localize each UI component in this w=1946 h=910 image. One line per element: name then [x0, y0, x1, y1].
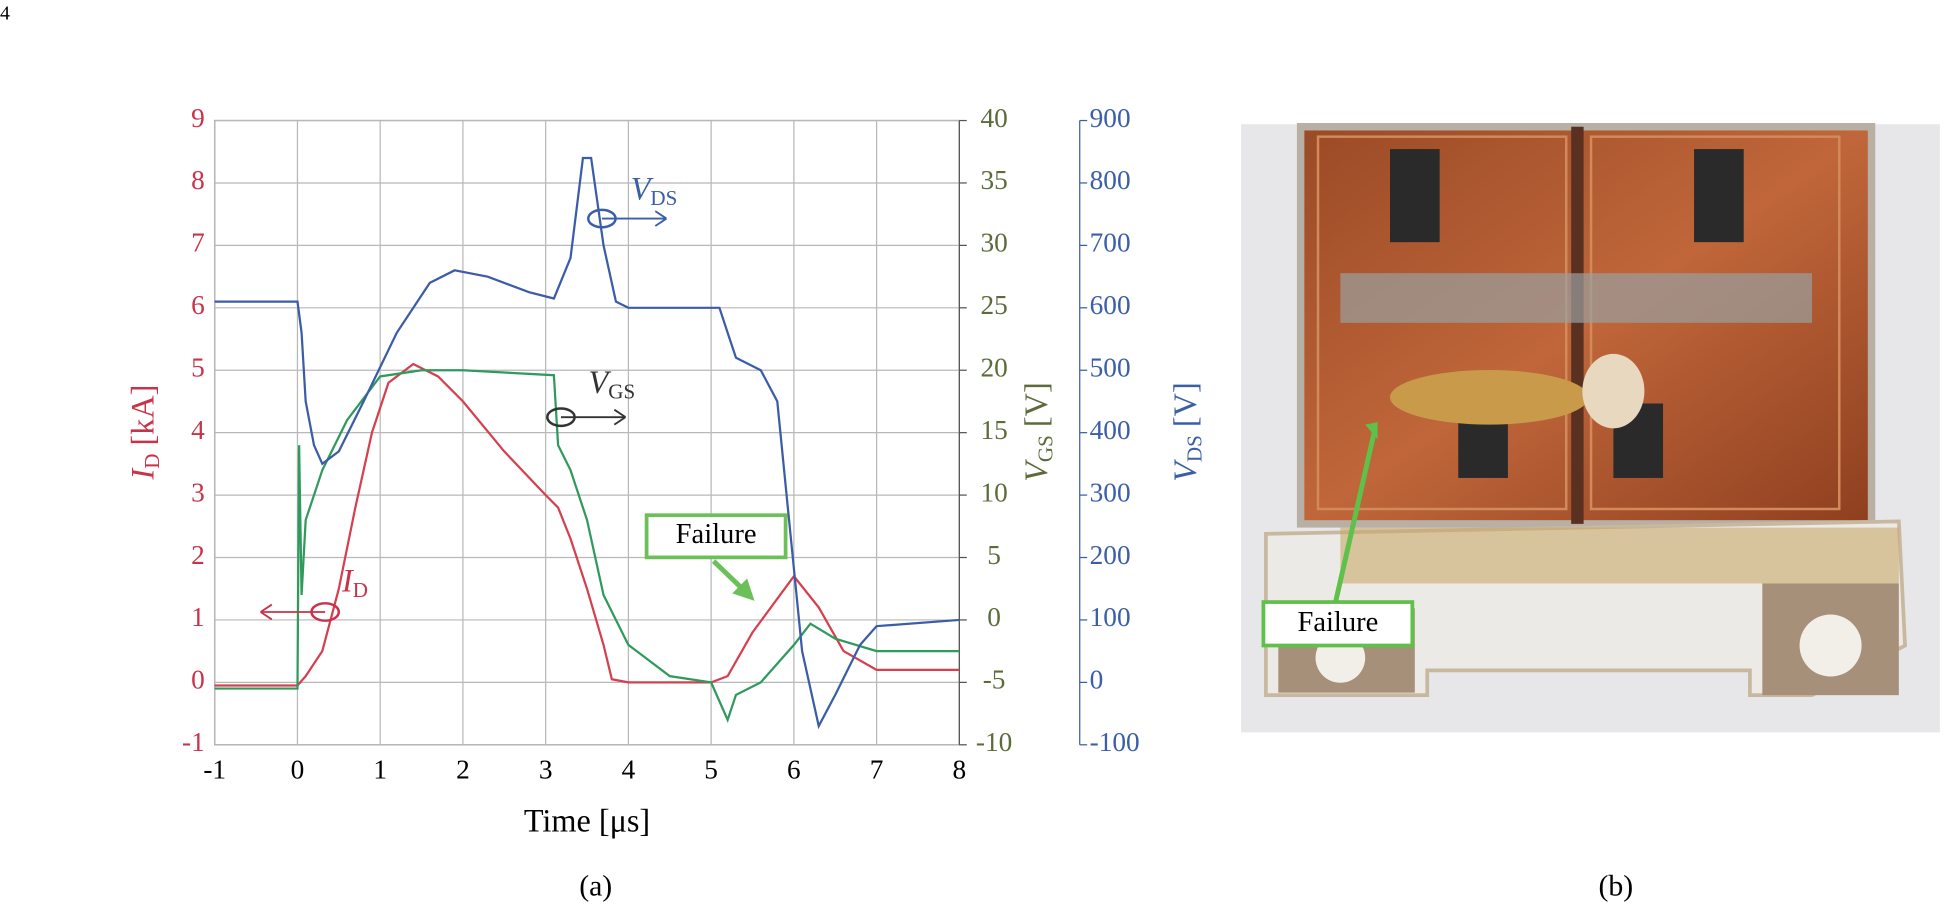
y-tick-label: 4 — [191, 415, 205, 445]
y2-tick-label: -5 — [983, 665, 1006, 695]
photo: Failure — [1241, 123, 1940, 733]
y-axis-label: ID [kA] — [125, 385, 164, 481]
y3-tick-label: 300 — [1090, 477, 1131, 507]
y3-axis-label-unit: [V] — [1167, 382, 1203, 435]
page-number: 4 — [0, 3, 10, 25]
y2-tick-label: 10 — [980, 477, 1007, 507]
y2-tick-label: 25 — [980, 290, 1007, 320]
y2-tick-label: 40 — [980, 103, 1007, 133]
x-tick-label: 4 — [622, 754, 636, 784]
series-line — [214, 362, 960, 687]
y-axis-label-subscript: D — [140, 454, 164, 469]
y2-tick-label: 15 — [980, 415, 1007, 445]
y2-axis-label: VGS [V] — [1018, 382, 1057, 482]
y3-tick-label: 900 — [1090, 103, 1131, 133]
y3-tick-label: 700 — [1090, 228, 1131, 258]
series-line — [214, 156, 960, 730]
y3-tick-label: 400 — [1090, 415, 1131, 445]
y3-tick-label: 200 — [1090, 540, 1131, 570]
y2-tick-label: 35 — [980, 165, 1007, 195]
x-tick-label: 6 — [787, 754, 801, 784]
photo-annotation: Failure — [1297, 607, 1378, 638]
y2-axis-label-symbol: V — [1018, 459, 1054, 482]
y3-axis-label-subscript: DS — [1182, 435, 1206, 462]
y-axis-label-symbol: I — [125, 468, 161, 481]
y-tick-label: 2 — [191, 540, 205, 570]
y2-tick-label: -10 — [976, 727, 1012, 757]
series-annotation-subscript: GS — [608, 379, 635, 403]
series-annotation: ID — [341, 563, 368, 602]
y3-tick-label: 100 — [1090, 602, 1131, 632]
series-annotation: VGS — [589, 365, 636, 404]
series-annotation: VDS — [631, 171, 678, 210]
series-annotation-symbol: V — [631, 171, 654, 207]
y-tick-label: 0 — [191, 665, 205, 695]
y3-axis-label-symbol: V — [1167, 459, 1203, 482]
x-tick-label: 0 — [291, 754, 305, 784]
x-tick-label: 3 — [539, 754, 553, 784]
y-axis-label-unit: [kA] — [125, 385, 161, 454]
y-tick-label: -1 — [182, 727, 205, 757]
y3-tick-label: 600 — [1090, 290, 1131, 320]
y-tick-label: 5 — [191, 353, 205, 383]
x-tick-label: 7 — [870, 754, 884, 784]
y2-tick-label: 20 — [980, 353, 1007, 383]
x-axis-label: Time [μs] — [524, 803, 650, 839]
y-tick-label: 1 — [191, 602, 205, 632]
y3-tick-label: 800 — [1090, 165, 1131, 195]
y3-tick-label: 500 — [1090, 353, 1131, 383]
y2-tick-label: 30 — [980, 228, 1007, 258]
x-tick-label: 2 — [456, 754, 470, 784]
y2-axis-label-unit: [V] — [1018, 382, 1054, 435]
chart-caption: (a) — [579, 870, 612, 903]
failure-annotation: Failure — [676, 519, 757, 550]
y-tick-label: 9 — [191, 103, 205, 133]
x-tick-label: 5 — [704, 754, 718, 784]
annotation-arrowhead — [613, 408, 627, 426]
x-tick-label: -1 — [203, 754, 226, 784]
y-tick-label: 3 — [191, 477, 205, 507]
series-annotation-symbol: V — [589, 365, 612, 401]
photo-caption: (b) — [1599, 870, 1634, 903]
x-tick-label: 1 — [373, 754, 387, 784]
series-annotation-symbol: I — [341, 563, 354, 599]
y2-axis-label-subscript: GS — [1033, 435, 1057, 462]
failure-box — [644, 513, 788, 560]
y3-tick-label: 0 — [1090, 665, 1104, 695]
y-tick-label: 7 — [191, 228, 205, 258]
y3-tick-label: -100 — [1090, 727, 1140, 757]
annotation-arrowhead — [260, 603, 273, 621]
annotation-arrowhead — [654, 210, 667, 227]
y3-axis-label: VDS [V] — [1167, 382, 1206, 482]
x-tick-label: 8 — [953, 754, 967, 784]
series-annotation-subscript: DS — [650, 186, 677, 210]
y-tick-label: 8 — [191, 165, 205, 195]
series-line — [214, 369, 960, 723]
failure-arrow — [711, 559, 747, 593]
series-annotation-subscript: D — [353, 578, 368, 602]
y-tick-label: 6 — [191, 290, 205, 320]
y2-tick-label: 5 — [987, 540, 1001, 570]
failure-arrowhead — [732, 578, 755, 601]
y2-tick-label: 0 — [987, 602, 1001, 632]
